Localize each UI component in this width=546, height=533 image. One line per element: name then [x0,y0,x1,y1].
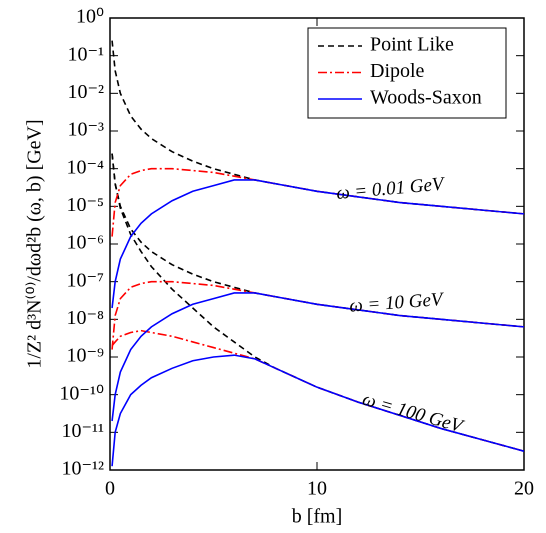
y-axis-label: 1/Z² d³N⁽⁰⁾/dωd²b (ω, b) [GeV] [24,119,46,368]
y-tick-label: 10⁰ [76,6,104,28]
legend-label: Point Like [370,34,454,56]
y-tick-label: 10⁻¹² [61,458,104,480]
y-tick-label: 10⁻⁷ [66,269,104,291]
y-tick-label: 10⁻⁹ [66,345,104,367]
annotation: ω = 10 GeV [349,289,446,317]
annotation: ω = 0.01 GeV [335,174,446,204]
curve [111,179,524,309]
y-tick-label: 10⁻⁴ [66,156,104,178]
y-tick-label: 10⁻⁸ [66,307,104,329]
y-tick-label: 10⁻¹⁰ [59,382,104,404]
legend-label: Woods-Saxon [370,87,482,109]
x-tick-label: 0 [105,478,115,500]
x-tick-label: 20 [514,478,534,500]
legend-label: Dipole [370,60,425,82]
curve [111,329,524,452]
plot-area [111,40,524,467]
annotation: ω = 100 GeV [360,389,467,438]
curve [111,153,524,452]
y-tick-label: 10⁻⁵ [66,194,104,216]
y-tick-label: 10⁻³ [67,119,104,141]
y-tick-label: 10⁻² [67,81,104,103]
curve [111,354,524,467]
curve [111,167,524,237]
curve [111,292,524,422]
y-tick-label: 10⁻¹¹ [61,420,104,442]
curve [111,153,524,328]
y-tick-label: 10⁻¹ [67,43,104,65]
x-tick-label: 10 [307,478,327,500]
y-tick-label: 10⁻⁶ [66,232,104,254]
x-axis-label: b [fm] [292,506,343,528]
